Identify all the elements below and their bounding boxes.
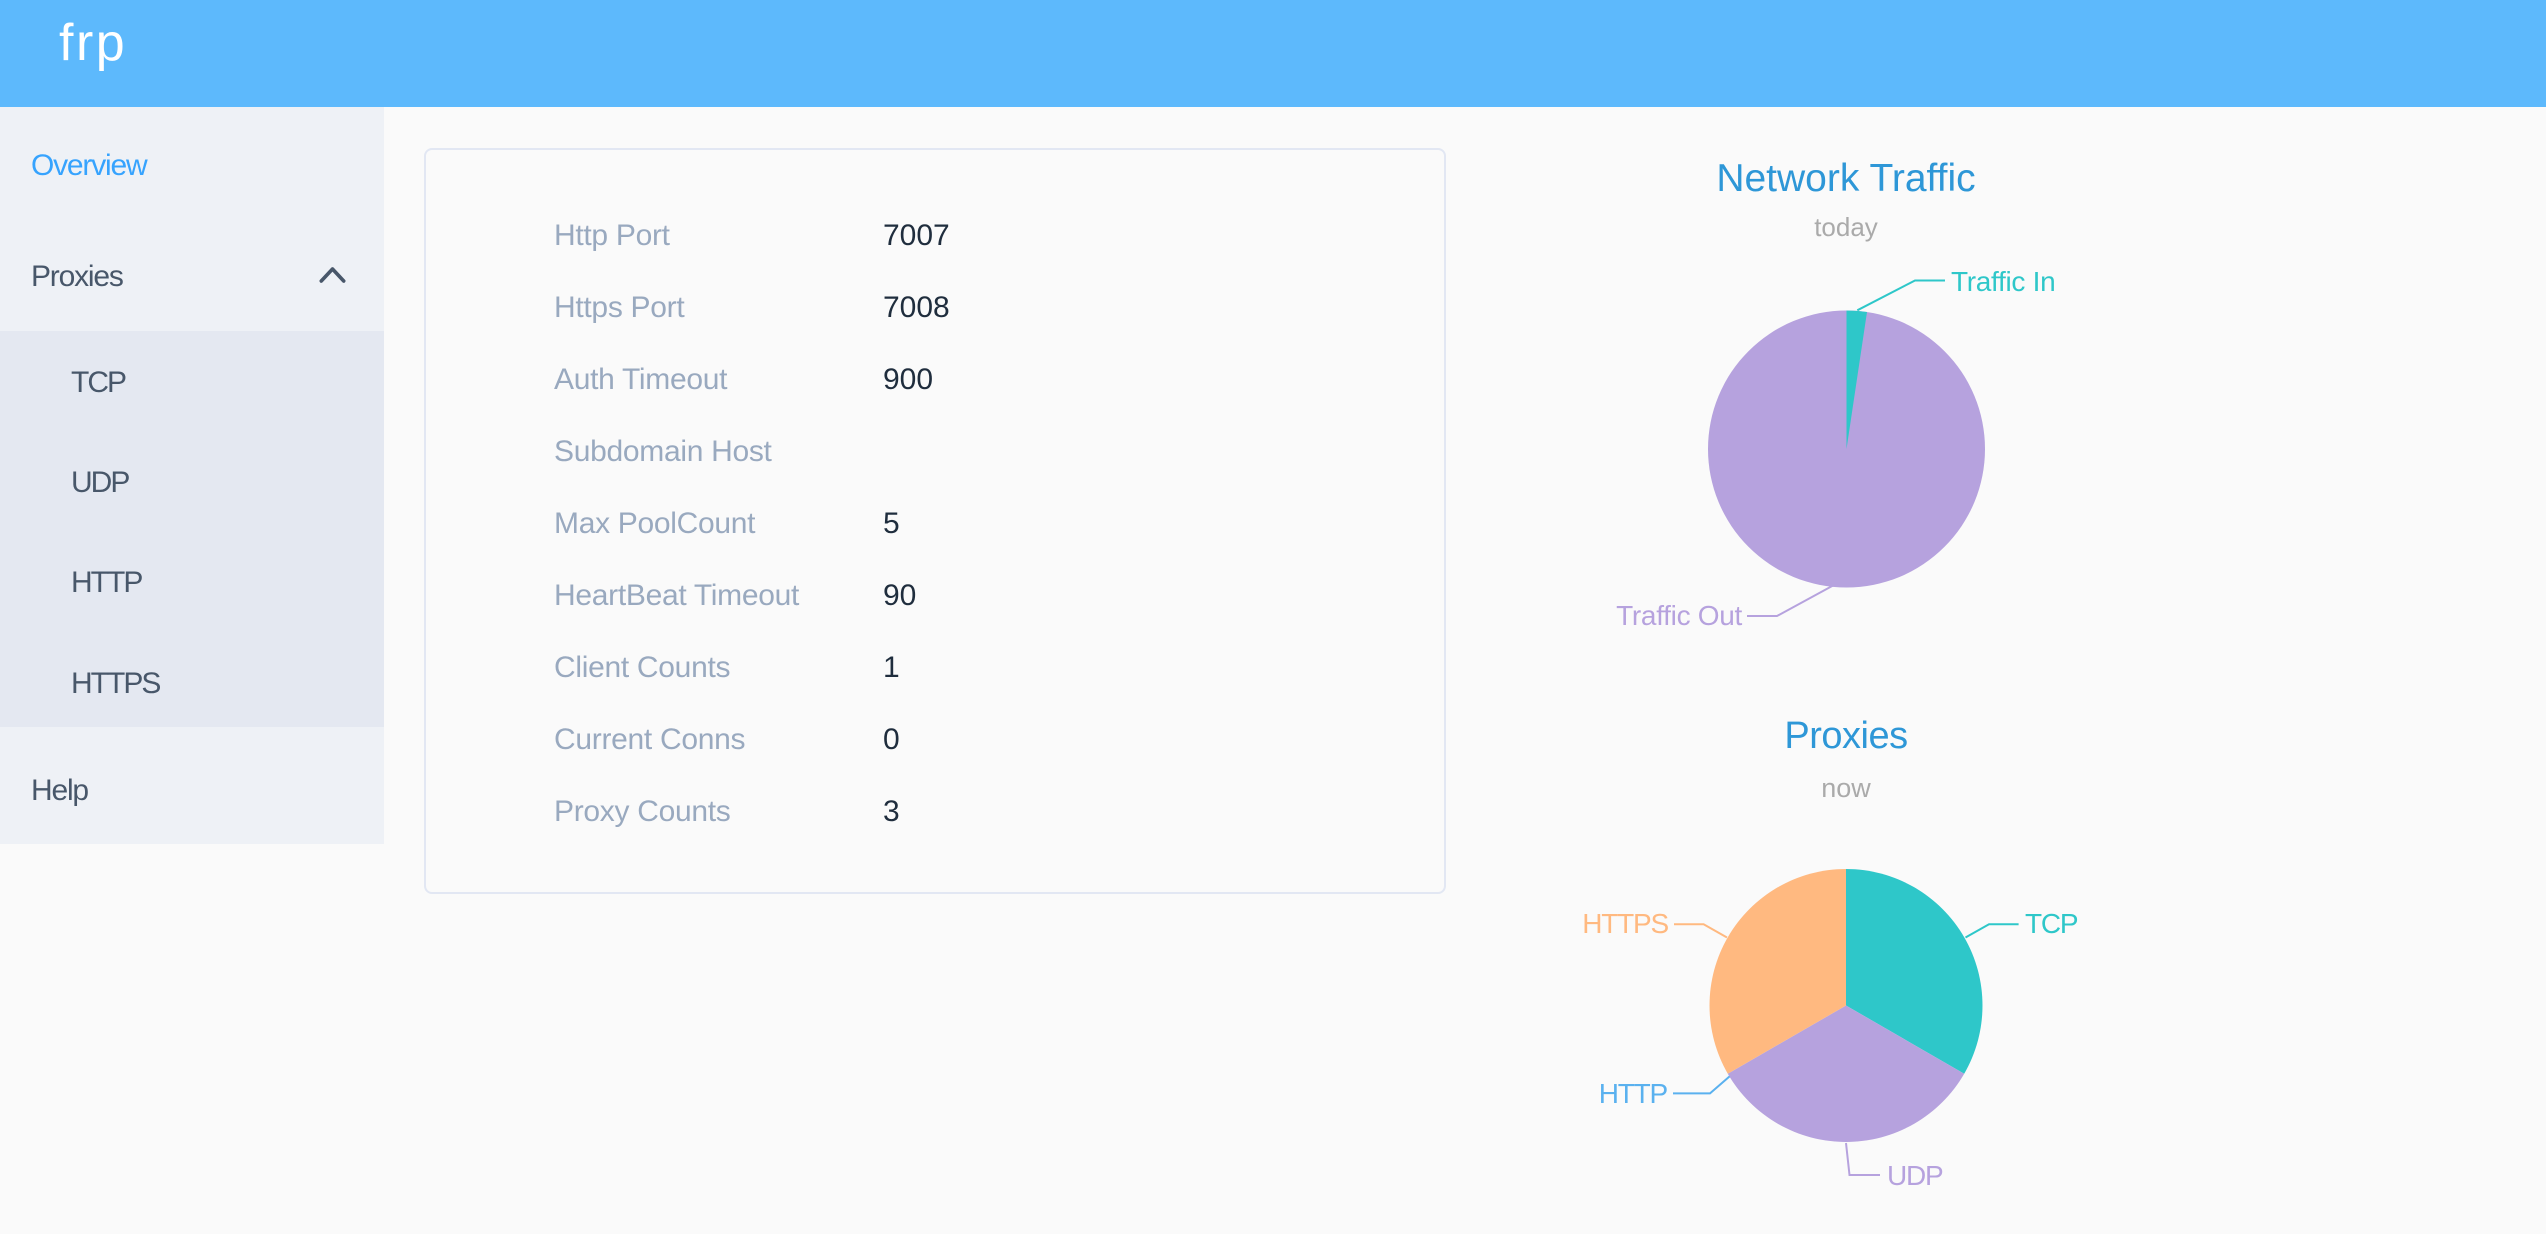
svg-text:today: today [1814,212,1878,242]
svg-text:Traffic Out: Traffic Out [1616,600,1742,631]
svg-text:Traffic In: Traffic In [1951,266,2055,297]
svg-text:HTTPS: HTTPS [1582,908,1668,939]
svg-text:HTTP: HTTP [1599,1078,1668,1109]
svg-text:Proxies: Proxies [1784,715,1907,757]
svg-text:Network Traffic: Network Traffic [1716,157,1975,200]
svg-text:UDP: UDP [1887,1160,1943,1191]
svg-text:now: now [1821,773,1871,803]
svg-text:TCP: TCP [2025,908,2078,939]
